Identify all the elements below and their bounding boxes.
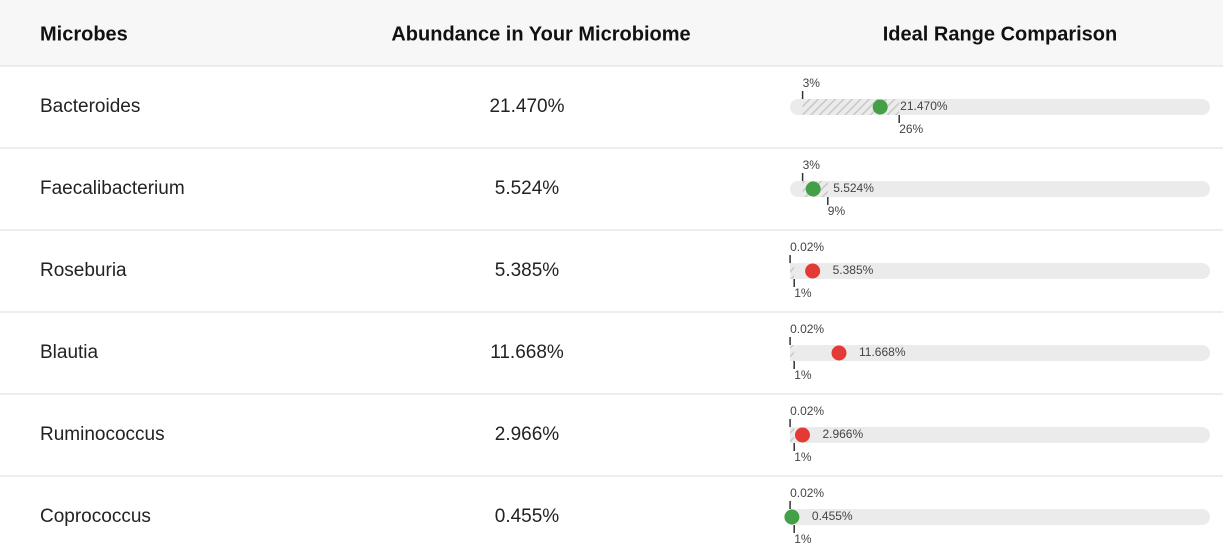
high-label: 1% bbox=[794, 368, 812, 382]
abundance-dot bbox=[872, 99, 888, 115]
abundance: 5.385% bbox=[495, 260, 560, 281]
header-cell: Microbes bbox=[40, 23, 128, 45]
abundance: 11.668% bbox=[490, 342, 564, 363]
dot-label: 11.668% bbox=[859, 345, 906, 359]
header-cell: Abundance in Your Microbiome bbox=[391, 23, 690, 45]
dot-label: 5.385% bbox=[833, 263, 874, 277]
microbe-name: Blautia bbox=[40, 342, 99, 363]
range-track bbox=[790, 509, 1210, 525]
dot-label: 2.966% bbox=[822, 427, 863, 441]
abundance: 5.524% bbox=[495, 178, 560, 199]
low-label: 3% bbox=[803, 76, 821, 90]
abundance: 21.470% bbox=[489, 96, 564, 117]
dot-label: 21.470% bbox=[900, 99, 948, 113]
low-label: 0.02% bbox=[790, 322, 824, 336]
high-label: 1% bbox=[794, 532, 812, 546]
low-label: 0.02% bbox=[790, 240, 824, 254]
dot-label: 0.455% bbox=[812, 509, 853, 523]
low-label: 0.02% bbox=[790, 404, 824, 418]
abundance: 2.966% bbox=[495, 424, 560, 445]
microbe-name: Ruminococcus bbox=[40, 424, 165, 445]
microbe-name: Roseburia bbox=[40, 260, 127, 281]
ideal-range bbox=[790, 263, 795, 279]
high-label: 26% bbox=[899, 122, 923, 136]
high-label: 1% bbox=[794, 286, 812, 300]
abundance-dot bbox=[794, 427, 810, 443]
abundance-dot bbox=[805, 181, 821, 197]
range-track bbox=[790, 427, 1210, 443]
range-track bbox=[790, 181, 1210, 197]
dot-label: 5.524% bbox=[833, 181, 874, 195]
low-label: 3% bbox=[803, 158, 821, 172]
header-bg bbox=[0, 0, 1223, 66]
microbe-name: Faecalibacterium bbox=[40, 178, 185, 199]
microbe-name: Coprococcus bbox=[40, 506, 151, 527]
header-cell: Ideal Range Comparison bbox=[883, 23, 1118, 45]
microbe-name: Bacteroides bbox=[40, 96, 140, 117]
ideal-range bbox=[790, 427, 795, 443]
ideal-range bbox=[790, 345, 795, 361]
range-track bbox=[790, 345, 1210, 361]
high-label: 1% bbox=[794, 450, 812, 464]
range-track bbox=[790, 263, 1210, 279]
abundance-dot bbox=[784, 509, 800, 525]
low-label: 0.02% bbox=[790, 486, 824, 500]
high-label: 9% bbox=[828, 204, 846, 218]
abundance-dot bbox=[831, 345, 847, 361]
abundance-dot bbox=[805, 263, 821, 279]
abundance: 0.455% bbox=[495, 506, 560, 527]
